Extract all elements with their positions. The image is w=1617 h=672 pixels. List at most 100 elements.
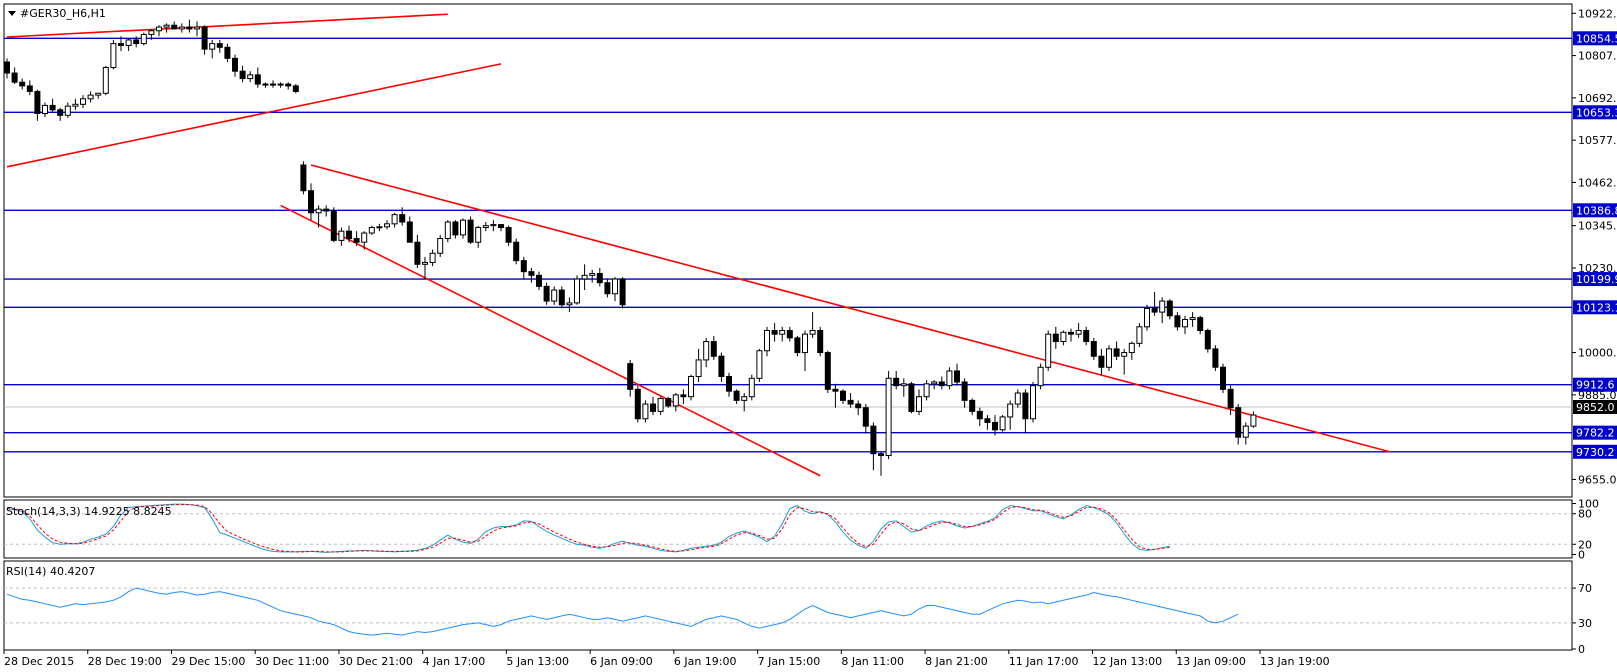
price-tick-label: 10692.5: [1578, 92, 1617, 105]
candle-body: [612, 278, 618, 295]
time-tick-label: 13 Jan 09:00: [1176, 655, 1246, 668]
candle: [125, 38, 132, 51]
level-label: 10854.5: [1576, 32, 1617, 45]
candle: [118, 36, 124, 51]
candle-body: [57, 109, 64, 116]
candle-body: [490, 224, 497, 227]
candle: [878, 451, 884, 476]
price-tick-label: 10922.5: [1578, 7, 1617, 20]
candle: [786, 326, 793, 342]
candle-body: [224, 46, 231, 59]
candle: [1090, 337, 1097, 360]
candle: [1045, 330, 1052, 371]
candle-body: [619, 278, 626, 306]
candle-body: [1182, 318, 1188, 328]
candle: [361, 231, 368, 250]
candle-body: [444, 221, 451, 240]
candle-body: [513, 241, 520, 262]
candle: [802, 330, 808, 371]
candle-body: [551, 289, 558, 302]
candle-body: [809, 329, 816, 335]
candle: [490, 220, 497, 232]
candle-body: [292, 85, 299, 92]
candle: [315, 205, 322, 228]
candle-body: [171, 24, 178, 30]
candle-body: [1128, 342, 1135, 354]
candle-body: [1083, 329, 1090, 343]
level-label: 10123.1: [1576, 301, 1617, 314]
time-tick-label: 8 Jan 11:00: [841, 655, 904, 668]
rsi-tick-label: 70: [1578, 582, 1592, 595]
level-label-bg: [1573, 31, 1617, 46]
candle: [862, 404, 869, 434]
candle: [718, 352, 725, 382]
level-label-bg: [1573, 425, 1617, 440]
rsi-title: RSI(14) 40.4207: [6, 565, 95, 578]
candle: [384, 220, 390, 230]
stoch-tick-label: 100: [1578, 498, 1599, 511]
candle-body: [1212, 348, 1219, 368]
candle: [414, 234, 421, 268]
candle-body: [756, 350, 763, 379]
candle: [308, 183, 314, 221]
candle-body: [330, 210, 337, 241]
candle: [832, 383, 839, 408]
candle-body: [604, 282, 611, 295]
candle-body: [946, 370, 953, 387]
candle-body: [368, 227, 375, 234]
time-tick-label: 28 Dec 19:00: [88, 655, 162, 668]
candle: [505, 225, 512, 246]
candle-body: [300, 164, 307, 192]
candle: [247, 71, 254, 83]
candle-body: [688, 375, 694, 398]
level-label: 9782.2: [1576, 427, 1615, 440]
candle-body: [270, 83, 276, 86]
candle-body: [855, 403, 862, 409]
candle-body: [277, 83, 284, 86]
candle: [680, 389, 687, 405]
rsi-lines: [6, 587, 1239, 636]
triangle-down-icon[interactable]: [8, 11, 16, 16]
level-label-bg: [1573, 444, 1617, 459]
candle: [209, 39, 216, 59]
candle-body: [285, 83, 292, 87]
candle: [1014, 389, 1021, 408]
candle: [11, 67, 18, 85]
candle: [961, 378, 968, 408]
candle-body: [338, 230, 345, 241]
time-tick-label: 30 Dec 11:00: [255, 655, 329, 668]
candle: [893, 370, 900, 390]
candle: [794, 336, 801, 357]
candle: [992, 415, 998, 436]
candle: [954, 363, 960, 386]
candle: [1250, 411, 1257, 428]
candle: [642, 400, 649, 423]
candle: [1075, 323, 1082, 338]
candle-body: [80, 98, 86, 105]
trend-line: [310, 164, 1391, 453]
candle: [42, 102, 48, 118]
candle: [528, 267, 535, 283]
price-tick-label: 10577.5: [1578, 134, 1617, 147]
candle: [1121, 348, 1128, 375]
candle-body: [87, 94, 94, 100]
candle: [984, 415, 991, 430]
candle-body: [209, 43, 216, 50]
stoch-main-line: [6, 503, 1170, 553]
candle: [695, 348, 702, 382]
price-tick-label: 10807.5: [1578, 50, 1617, 63]
candle-body: [262, 83, 269, 86]
candle: [460, 218, 466, 239]
candle: [923, 380, 930, 401]
candle-body: [840, 390, 846, 401]
candle-body: [498, 224, 504, 229]
candle-body: [505, 227, 512, 243]
candle-body: [916, 396, 922, 412]
candle-body: [19, 81, 26, 87]
time-tick-label: 6 Jan 19:00: [674, 655, 737, 668]
candle-body: [1037, 366, 1044, 387]
candle: [946, 367, 953, 390]
horizontal-levels: [4, 37, 1572, 453]
candle-body: [133, 39, 140, 45]
